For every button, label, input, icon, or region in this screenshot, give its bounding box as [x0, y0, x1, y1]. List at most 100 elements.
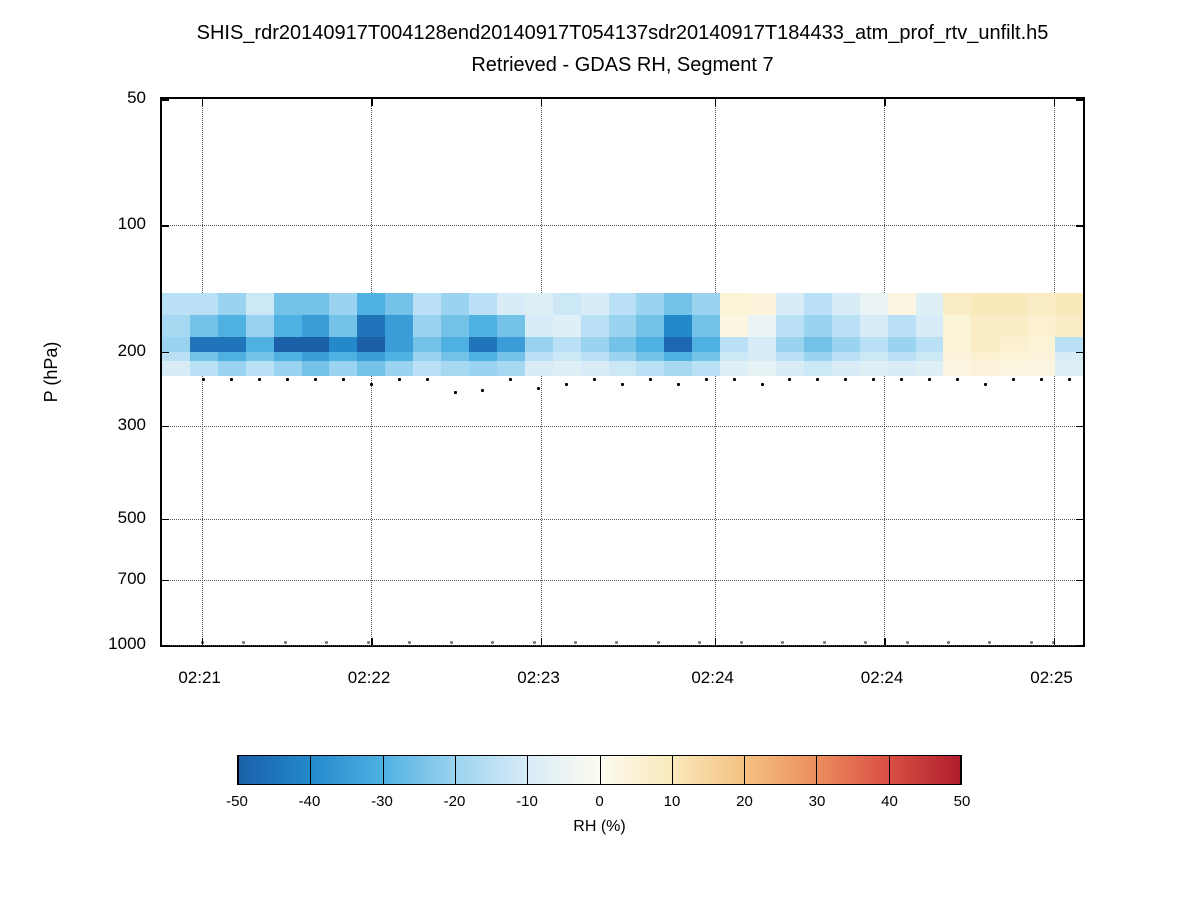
- surface-marker-dot: [408, 641, 412, 644]
- heatmap-cell: [636, 293, 665, 316]
- heatmap-cell: [441, 337, 470, 353]
- heatmap-cell: [720, 337, 749, 353]
- heatmap-cell: [999, 351, 1028, 362]
- colorbar-gradient: [238, 756, 961, 784]
- colorbar-tick-label: -40: [298, 793, 321, 810]
- x-tick-label: 02:24: [860, 668, 904, 687]
- surface-marker-dot: [947, 641, 951, 644]
- heatmap-cell: [496, 293, 526, 316]
- heatmap-cell: [859, 351, 889, 362]
- heatmap-cell: [831, 315, 861, 338]
- surface-marker-dot: [781, 641, 785, 644]
- x-axis-tick: [371, 99, 373, 106]
- heatmap-cell: [162, 293, 191, 316]
- heatmap-cell: [385, 361, 414, 377]
- cloud-marker-dot: [704, 377, 708, 381]
- cloud-marker-dot: [369, 383, 373, 387]
- heatmap-cell: [943, 315, 972, 338]
- surface-marker-dot: [449, 641, 453, 644]
- heatmap-cell: [859, 315, 889, 338]
- heatmap-cell: [441, 315, 470, 338]
- heatmap-cell: [357, 351, 386, 362]
- heatmap-cell: [971, 293, 1000, 316]
- surface-marker-dot: [491, 641, 495, 644]
- y-axis-tick: [162, 225, 169, 227]
- heatmap-cell: [720, 351, 749, 362]
- heatmap-cell: [273, 293, 303, 316]
- heatmap-cell: [915, 361, 944, 377]
- heatmap-cell: [887, 351, 917, 362]
- heatmap-cell: [162, 361, 191, 377]
- heatmap-cell: [189, 337, 219, 353]
- x-axis-tick: [540, 638, 543, 645]
- cloud-marker-dot: [258, 377, 262, 381]
- y-axis-tick: [1076, 518, 1083, 521]
- heatmap-cell: [971, 337, 1000, 353]
- cloud-marker-dot: [453, 390, 457, 394]
- cloud-marker-dot: [676, 383, 680, 387]
- colorbar-tick: [382, 756, 384, 784]
- surface-marker-dot: [532, 641, 536, 644]
- heatmap-cell: [999, 361, 1028, 377]
- heatmap-cell: [217, 351, 247, 362]
- heatmap-cell: [273, 337, 303, 353]
- heatmap-cell: [1055, 351, 1084, 362]
- heatmap-cell: [664, 337, 693, 353]
- gridline-horizontal: [162, 225, 1083, 227]
- heatmap-cell: [636, 315, 665, 338]
- heatmap-cell: [496, 337, 526, 353]
- colorbar-tick: [527, 756, 529, 784]
- cloud-marker-dot: [341, 377, 345, 381]
- heatmap-cell: [496, 361, 526, 377]
- heatmap-cell: [329, 361, 358, 377]
- cloud-marker-dot: [1039, 377, 1043, 381]
- cloud-marker-dot: [481, 389, 485, 393]
- colorbar-tick-label: 20: [736, 793, 753, 810]
- figure-title: SHIS_rdr20140917T004128end20140917T05413…: [196, 22, 1049, 44]
- y-axis-tick: [162, 579, 169, 582]
- cloud-marker-dot: [286, 377, 290, 381]
- surface-marker-dot: [325, 641, 329, 644]
- heatmap-cell: [636, 361, 665, 377]
- surface-marker-dot: [574, 641, 578, 644]
- cloud-marker-dot: [537, 387, 541, 391]
- heatmap-cell: [301, 361, 330, 377]
- heatmap-cell: [915, 293, 944, 316]
- cloud-marker-dot: [648, 377, 652, 381]
- colorbar-tick: [744, 756, 746, 784]
- cloud-marker-dot: [314, 377, 317, 381]
- x-axis-tick: [540, 99, 543, 106]
- colorbar-tick: [238, 756, 239, 784]
- heatmap-cell: [1027, 315, 1056, 338]
- heatmap-cell: [999, 337, 1028, 353]
- plot-area: [160, 97, 1085, 647]
- heatmap-cell: [915, 337, 944, 353]
- y-axis-tick: [1076, 425, 1083, 428]
- heatmap-cell: [385, 293, 414, 316]
- heatmap-cell: [385, 351, 414, 362]
- cloud-marker-dot: [202, 377, 206, 381]
- colorbar-tick-labels: -50 -40 -30 -20 -10 0 10 20 30 40 50: [226, 793, 970, 813]
- x-tick-label: 02:24: [691, 668, 734, 687]
- heatmap-cell: [162, 315, 191, 338]
- heatmap-cell: [1027, 361, 1056, 377]
- heatmap-cell: [357, 293, 386, 316]
- heatmap-cell: [943, 293, 972, 316]
- heatmap-cell: [273, 315, 303, 338]
- heatmap-cell: [859, 361, 889, 377]
- heatmap-cell: [524, 337, 554, 353]
- heatmap-cell: [580, 315, 610, 338]
- heatmap-cell: [580, 351, 610, 362]
- y-axis-tick: [162, 518, 169, 521]
- y-axis-tick: [1076, 579, 1083, 582]
- heatmap-cell: [552, 351, 582, 362]
- heatmap-cell: [692, 315, 721, 338]
- heatmap-cell: [831, 337, 861, 353]
- heatmap-cell: [776, 337, 805, 353]
- heatmap-cell: [692, 351, 721, 362]
- gridline-horizontal: [162, 579, 1083, 581]
- heatmap-cell: [1027, 351, 1056, 362]
- heatmap-cell: [301, 337, 330, 353]
- cloud-marker-dot: [955, 377, 959, 381]
